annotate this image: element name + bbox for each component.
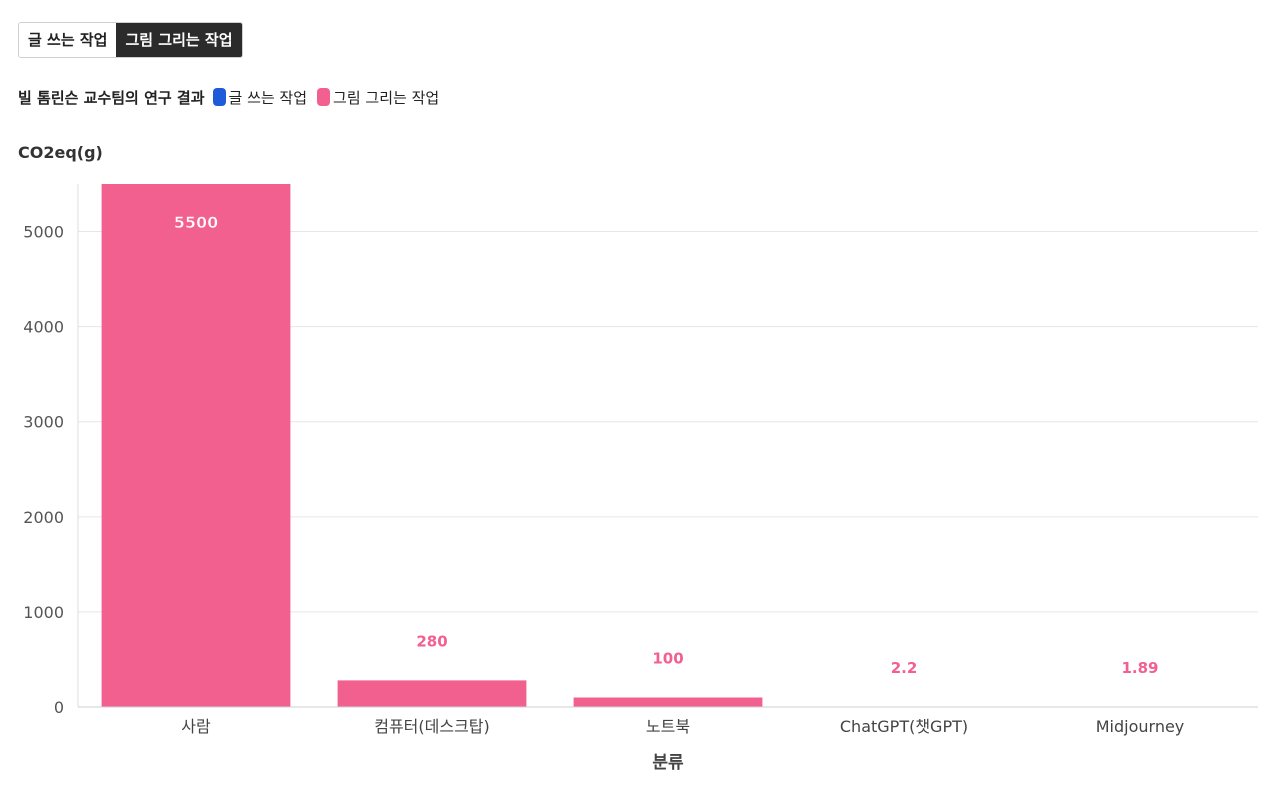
legend-swatch-writing bbox=[212, 88, 226, 106]
legend-title: 빌 톰린슨 교수팀의 연구 결과 bbox=[18, 88, 205, 107]
y-tick-label-1: 1000 bbox=[23, 603, 64, 622]
x-tick-label-1: 컴퓨터(데스크탑) bbox=[374, 717, 490, 736]
y-tick-label-0: 0 bbox=[54, 698, 64, 717]
tab-writing[interactable]: 글 쓰는 작업 bbox=[19, 23, 117, 57]
legend-swatch-drawing bbox=[317, 88, 331, 106]
tab-drawing[interactable]: 그림 그리는 작업 bbox=[116, 23, 242, 57]
legend-item-drawing[interactable]: 그림 그리는 작업 bbox=[317, 87, 439, 108]
data-label-1: 280 bbox=[416, 632, 447, 650]
x-tick-label-2: 노트북 bbox=[646, 717, 690, 736]
x-tick-label-3: ChatGPT(챗GPT) bbox=[840, 717, 968, 736]
data-label-4: 1.89 bbox=[1121, 659, 1158, 677]
legend-label-drawing: 그림 그리는 작업 bbox=[333, 88, 440, 107]
y-axis-label: CO2eq(g) bbox=[18, 143, 103, 162]
data-label-0: 5500 bbox=[174, 213, 219, 232]
data-label-3: 2.2 bbox=[891, 659, 918, 677]
task-tabs: 글 쓰는 작업 그림 그리는 작업 bbox=[18, 22, 243, 58]
y-tick-label-2: 2000 bbox=[23, 508, 64, 527]
legend-label-writing: 글 쓰는 작업 bbox=[228, 88, 308, 107]
bar-2 bbox=[573, 697, 763, 707]
y-tick-label-3: 3000 bbox=[23, 413, 64, 432]
x-axis-title: 분류 bbox=[652, 753, 684, 773]
y-tick-label-4: 4000 bbox=[23, 318, 64, 337]
data-label-2: 100 bbox=[652, 649, 683, 667]
legend-item-writing[interactable]: 글 쓰는 작업 bbox=[212, 87, 308, 108]
x-tick-label-0: 사람 bbox=[181, 717, 211, 736]
y-tick-label-5: 5000 bbox=[23, 223, 64, 242]
chart-legend: 빌 톰린슨 교수팀의 연구 결과 글 쓰는 작업 그림 그리는 작업 bbox=[18, 85, 449, 109]
bar-0 bbox=[101, 184, 291, 707]
x-tick-label-4: Midjourney bbox=[1096, 717, 1185, 736]
bar-1 bbox=[337, 680, 527, 707]
